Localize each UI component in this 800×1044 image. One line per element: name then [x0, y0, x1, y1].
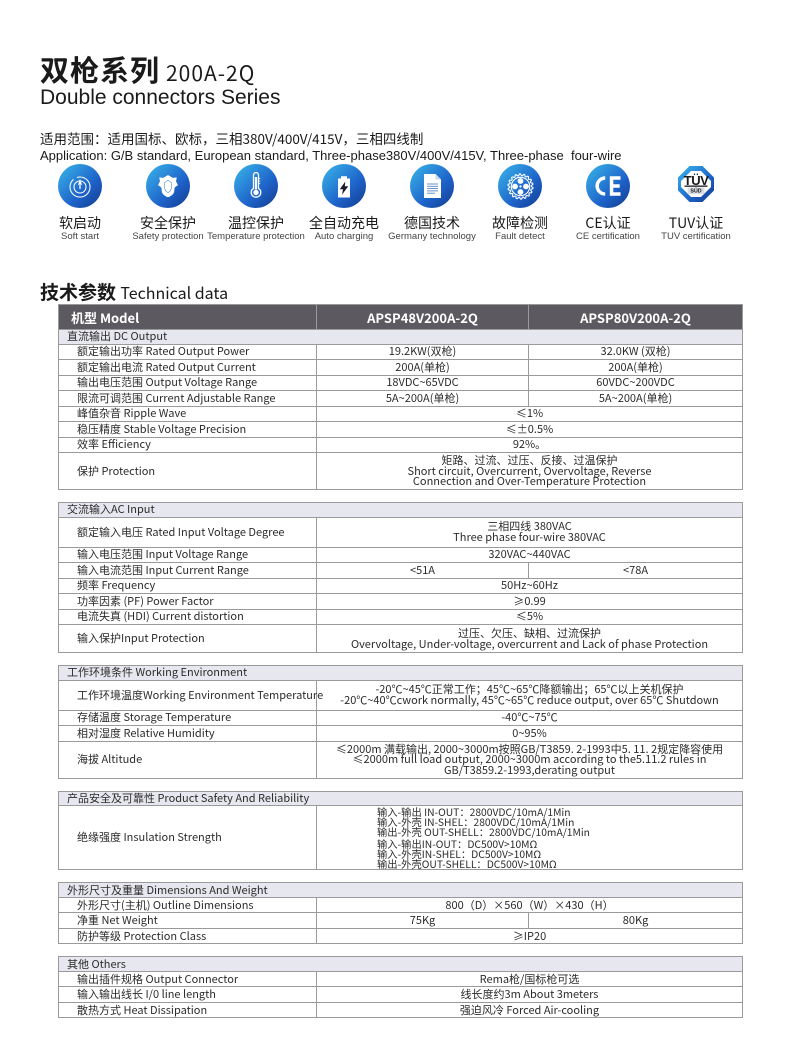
svg-text:SÜD: SÜD [690, 188, 701, 195]
